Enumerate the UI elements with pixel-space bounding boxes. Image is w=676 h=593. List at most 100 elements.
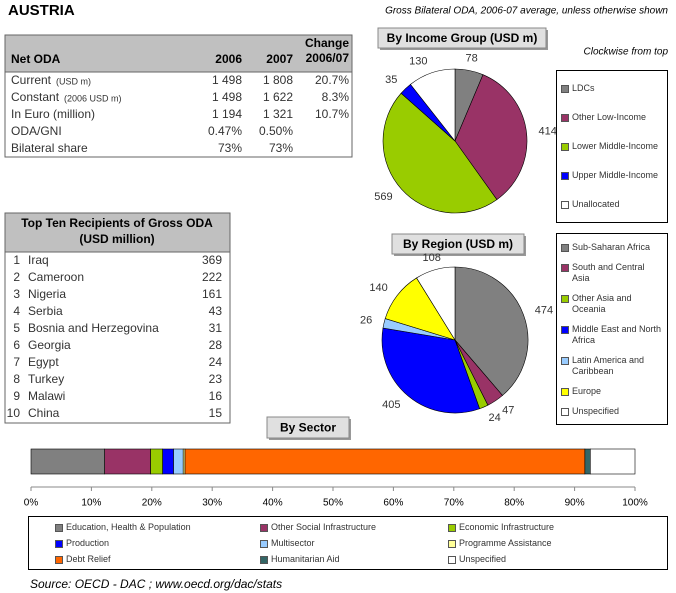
- legend: LDCs Other Low-Income Lower Middle-Income U…: [556, 70, 668, 223]
- x-tick-label: 0%: [24, 498, 39, 509]
- legend-swatch: [448, 523, 456, 532]
- legend-item: Multisector: [260, 538, 448, 549]
- amount: 24: [209, 355, 223, 369]
- column-header: 2007: [266, 52, 293, 66]
- x-tick-label: 30%: [202, 498, 222, 509]
- legend-swatch: [561, 201, 569, 209]
- rank: 7: [13, 355, 20, 369]
- recipient: China: [28, 406, 60, 420]
- legend-item: Education, Health & Population: [55, 522, 260, 533]
- legend-swatch: [561, 172, 569, 180]
- rank: 4: [13, 304, 20, 318]
- column-header: Net ODA: [11, 52, 61, 66]
- legend-label: Humanitarian Aid: [271, 553, 340, 564]
- note: Clockwise from top: [584, 47, 669, 58]
- title-box: [391, 233, 525, 255]
- bar-segment: [184, 448, 586, 475]
- net-oda-header: [4, 34, 353, 73]
- legend-swatch: [561, 356, 569, 365]
- legend-swatch: [561, 325, 569, 334]
- legend-item: Unallocated: [561, 199, 663, 210]
- legend-label: LDCs: [572, 83, 595, 93]
- source: Source: OECD - DAC ; www.oecd.org/dac/st…: [30, 577, 282, 591]
- recipient: Nigeria: [28, 287, 66, 301]
- amount: 369: [202, 253, 222, 267]
- x-tick-label: 60%: [383, 498, 403, 509]
- legend-swatch: [561, 387, 569, 396]
- rank: 9: [13, 389, 20, 403]
- legend-label: Latin America and Caribbean: [572, 354, 645, 376]
- legend-item: Other Low-Income: [561, 112, 663, 123]
- legend-label: Unallocated: [572, 199, 620, 209]
- legend: Education, Health & Population Other Soci…: [28, 516, 668, 570]
- column-header: 2006: [215, 52, 242, 66]
- x-tick-label: 100%: [622, 498, 648, 509]
- legend-swatch: [55, 539, 63, 548]
- legend: Sub-Saharan Africa South and Central Asia…: [556, 233, 668, 425]
- legend-item: Debt Relief: [55, 554, 260, 565]
- amount: 43: [209, 304, 223, 318]
- legend-item: Programme Assistance: [448, 538, 648, 549]
- legend-item: LDCs: [561, 83, 663, 94]
- x-tick-label: 80%: [504, 498, 524, 509]
- cell: 73%: [218, 141, 242, 155]
- legend-label: Upper Middle-Income: [572, 170, 659, 180]
- data-label: 474: [535, 304, 553, 316]
- recipient: Malawi: [28, 389, 65, 403]
- legend-label: Debt Relief: [66, 553, 111, 564]
- cell: 0.50%: [259, 124, 293, 138]
- legend-item: Economic Infrastructure: [448, 522, 648, 533]
- legend-item: Lower Middle-Income: [561, 141, 663, 152]
- legend-label: South and Central Asia: [572, 261, 645, 283]
- cell: 1 498: [212, 90, 242, 104]
- bar-segment: [30, 448, 105, 475]
- recipient: Serbia: [28, 304, 63, 318]
- legend-swatch: [55, 523, 63, 532]
- legend-label: Other Social Infrastructure: [271, 521, 377, 532]
- top-ten-header: [4, 212, 231, 253]
- legend-swatch: [448, 555, 456, 564]
- legend-item: Unspecified: [561, 406, 663, 417]
- legend-item: Other Asia and Oceania: [561, 293, 663, 315]
- pie-slice: [381, 327, 480, 414]
- cell: 0.47%: [208, 124, 242, 138]
- cell: 10.7%: [315, 107, 349, 121]
- legend-item: Humanitarian Aid: [260, 554, 448, 565]
- data-label: 130: [409, 56, 427, 68]
- title-box: [266, 416, 350, 439]
- cell: 1 808: [263, 73, 293, 87]
- chart-title: By Region (USD m): [403, 237, 513, 251]
- recipient: Turkey: [28, 372, 64, 386]
- title: AUSTRIA: [8, 2, 75, 19]
- cell: 1 194: [212, 107, 242, 121]
- amount: 16: [209, 389, 223, 403]
- recipient: Georgia: [28, 338, 71, 352]
- cell: 73%: [269, 141, 293, 155]
- legend-label: Education, Health & Population: [66, 521, 191, 532]
- data-label: 405: [382, 399, 400, 411]
- amount: 161: [202, 287, 222, 301]
- title-box: [377, 27, 547, 49]
- legend-item: Latin America and Caribbean: [561, 355, 663, 377]
- row-label: In Euro (million): [11, 107, 95, 121]
- legend-item: Other Social Infrastructure: [260, 522, 448, 533]
- data-label: 26: [360, 314, 372, 326]
- legend-label: Unspecified: [572, 405, 620, 416]
- row-unit: (USD m): [56, 76, 91, 86]
- legend-label: Middle East and North Africa: [572, 323, 662, 345]
- amount: 31: [209, 321, 223, 335]
- cell: 20.7%: [315, 73, 349, 87]
- legend-item: Europe: [561, 386, 663, 397]
- legend-swatch: [55, 555, 63, 564]
- table-title: (USD million): [79, 232, 154, 246]
- bar-segment: [590, 448, 636, 475]
- bar-segment: [104, 448, 151, 475]
- pie-slice: [454, 74, 528, 201]
- cell: 1 321: [263, 107, 293, 121]
- amount: 23: [209, 372, 223, 386]
- x-tick-label: 20%: [142, 498, 162, 509]
- legend-label: Sub-Saharan Africa: [572, 241, 651, 252]
- legend-item: Production: [55, 538, 260, 549]
- data-label: 140: [369, 282, 387, 294]
